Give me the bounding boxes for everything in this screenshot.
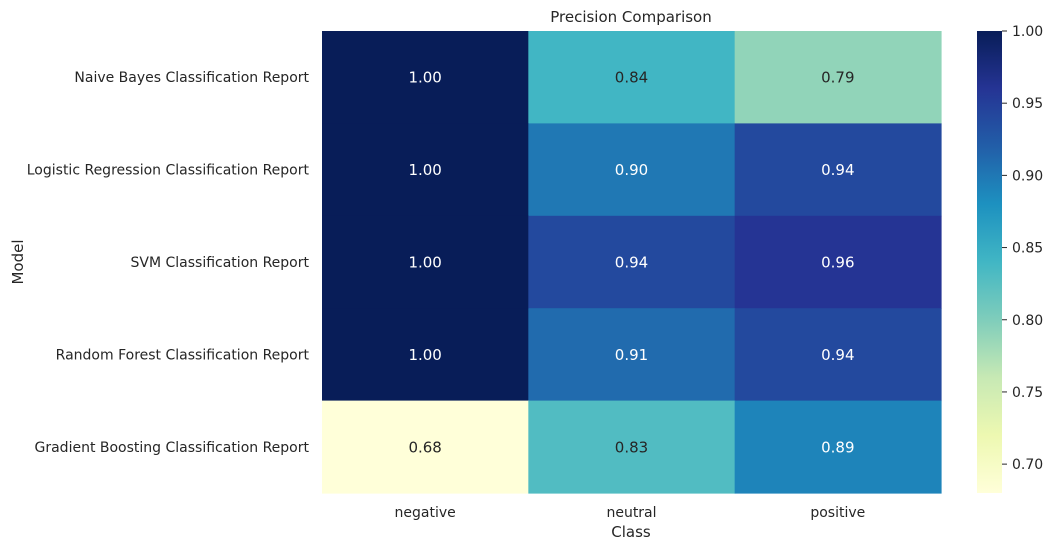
colorbar-tick-label: 0.85 xyxy=(1012,241,1043,257)
y-tick-label: Naive Bayes Classification Report xyxy=(74,70,309,86)
colorbar-tick-label: 1.00 xyxy=(1012,24,1043,40)
chart-title: Precision Comparison xyxy=(550,8,712,26)
cell-value-label: 0.94 xyxy=(615,254,648,272)
cell-value-label: 0.83 xyxy=(615,438,648,456)
heatmap-cell xyxy=(528,123,736,217)
heatmap-cell xyxy=(734,400,942,494)
cell-value-label: 1.00 xyxy=(408,346,441,364)
heatmap-cell xyxy=(528,308,736,402)
colorbar-tick-label: 0.75 xyxy=(1012,385,1043,401)
heatmap-cell xyxy=(322,215,529,309)
heatmap-cell xyxy=(734,215,942,309)
heatmap-cell xyxy=(322,31,529,124)
y-axis-label: Model xyxy=(9,239,27,284)
y-tick-labels: Naive Bayes Classification Report Logisti… xyxy=(27,70,310,456)
colorbar-tick-label: 0.80 xyxy=(1012,313,1043,329)
x-tick-label: negative xyxy=(395,505,456,521)
cell-value-label: 1.00 xyxy=(408,69,441,87)
x-axis-label: Class xyxy=(611,523,651,541)
heatmap-cell xyxy=(528,31,736,124)
cell-value-label: 0.68 xyxy=(408,438,441,456)
cell-value-label: 0.90 xyxy=(615,161,648,179)
x-tick-label: positive xyxy=(810,505,865,521)
cell-value-label: 1.00 xyxy=(408,161,441,179)
colorbar-tick-label: 0.95 xyxy=(1012,96,1043,112)
heatmap-cell xyxy=(528,400,736,494)
heatmap-cell xyxy=(322,123,529,217)
cell-value-label: 0.79 xyxy=(821,69,854,87)
colorbar-tick-label: 0.70 xyxy=(1012,457,1043,473)
cell-value-label: 0.89 xyxy=(821,438,854,456)
heatmap-cell xyxy=(734,308,942,402)
heatmap-cell xyxy=(528,215,736,309)
x-tick-label: neutral xyxy=(606,505,656,521)
cell-value-label: 1.00 xyxy=(408,254,441,272)
cell-value-label: 0.94 xyxy=(821,346,854,364)
y-tick-label: SVM Classification Report xyxy=(131,255,310,271)
heatmap-cell xyxy=(322,400,529,494)
y-tick-label: Gradient Boosting Classification Report xyxy=(35,440,310,456)
heatmap-cell xyxy=(734,123,942,217)
heatmap-cells xyxy=(322,31,942,494)
cell-value-label: 0.96 xyxy=(821,254,854,272)
cell-value-label: 0.91 xyxy=(615,346,648,364)
colorbar xyxy=(977,31,1002,493)
y-tick-label: Logistic Regression Classification Repor… xyxy=(27,163,310,179)
x-tick-labels: negative neutral positive xyxy=(395,505,866,521)
heatmap-cell xyxy=(322,308,529,402)
cell-value-label: 0.94 xyxy=(821,161,854,179)
cell-annotations: 1.00 0.84 0.79 1.00 0.90 0.94 1.00 0.94 0.96 1.00… xyxy=(408,69,854,457)
colorbar-tick-label: 0.90 xyxy=(1012,168,1043,184)
heatmap-cell xyxy=(734,31,942,124)
cell-value-label: 0.84 xyxy=(615,69,648,87)
colorbar-ticks: 0.70 0.75 0.80 0.85 0.90 0.95 1.00 xyxy=(1002,24,1043,473)
y-tick-label: Random Forest Classification Report xyxy=(56,347,310,363)
